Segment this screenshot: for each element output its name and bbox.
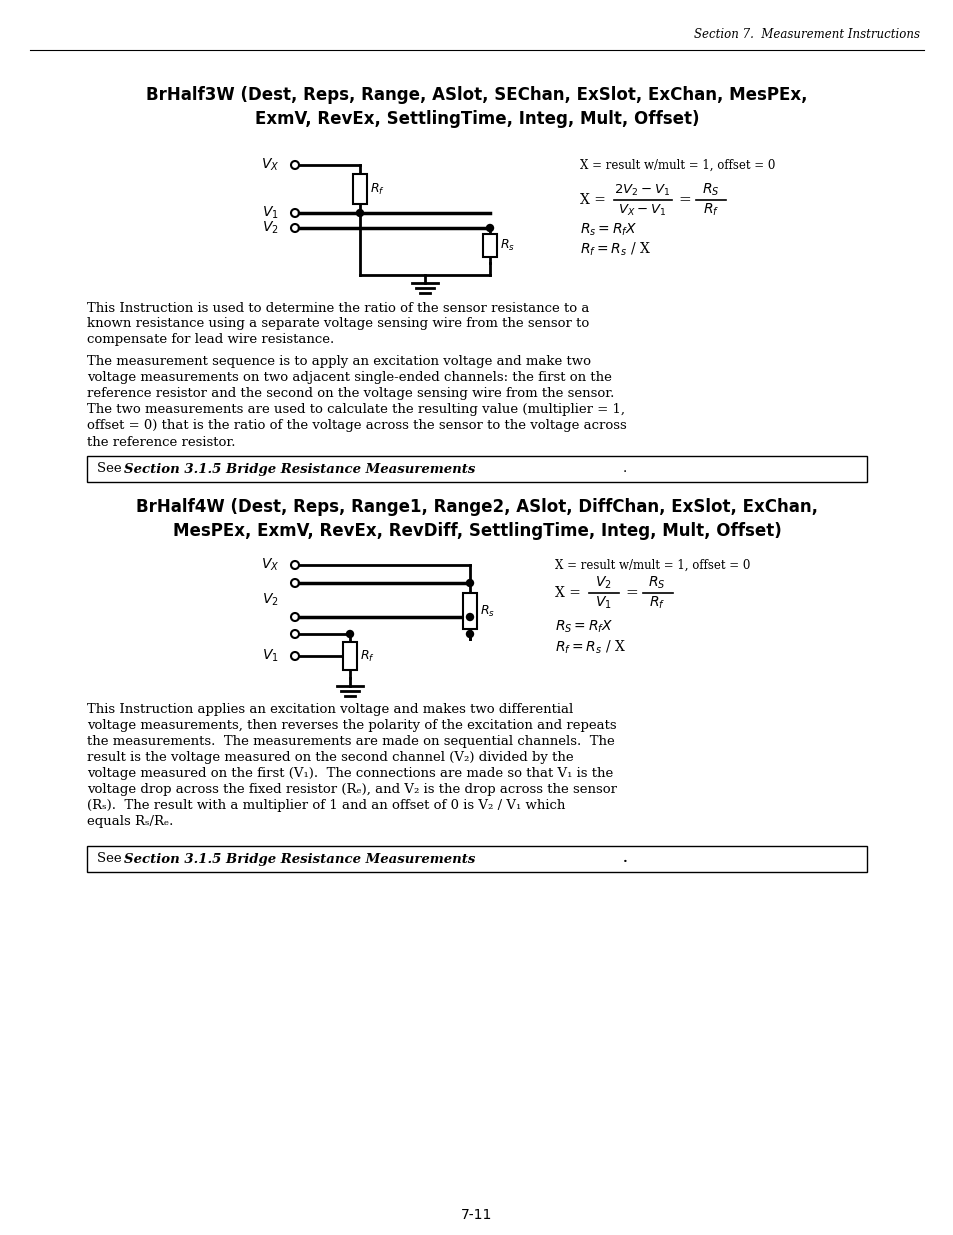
Text: =: = [624, 585, 638, 600]
Circle shape [346, 631, 354, 637]
Text: compensate for lead wire resistance.: compensate for lead wire resistance. [87, 333, 334, 347]
Text: $V_1$: $V_1$ [262, 205, 278, 221]
Text: voltage measurements on two adjacent single-ended channels: the first on the: voltage measurements on two adjacent sin… [87, 372, 611, 384]
Text: X =: X = [579, 193, 605, 207]
Text: $R_f = R_s$ / X: $R_f = R_s$ / X [555, 638, 625, 656]
Text: BrHalf3W (Dest, Reps, Range, ASlot, SEChan, ExSlot, ExChan, MesPEx,: BrHalf3W (Dest, Reps, Range, ASlot, SECh… [146, 86, 807, 104]
Text: result is the voltage measured on the second channel (V₂) divided by the: result is the voltage measured on the se… [87, 752, 573, 764]
Text: $V_2$: $V_2$ [594, 574, 611, 592]
Text: See: See [97, 852, 126, 866]
Text: $V_2$: $V_2$ [262, 592, 278, 608]
Circle shape [466, 631, 473, 637]
Text: the measurements.  The measurements are made on sequential channels.  The: the measurements. The measurements are m… [87, 736, 614, 748]
Text: X = result w/mult = 1, offset = 0: X = result w/mult = 1, offset = 0 [555, 558, 750, 572]
Bar [343, 642, 356, 671]
Text: $R_f$: $R_f$ [648, 595, 664, 611]
Bar [462, 593, 476, 629]
Text: $V_1$: $V_1$ [594, 595, 611, 611]
Bar [87, 846, 866, 872]
Text: $R_f$: $R_f$ [370, 182, 384, 196]
Text: $V_X$: $V_X$ [260, 157, 278, 173]
Text: $R_s$: $R_s$ [499, 238, 515, 253]
Circle shape [466, 614, 473, 620]
Text: Section 3.1.5 Bridge Resistance Measurements: Section 3.1.5 Bridge Resistance Measurem… [124, 462, 475, 475]
Bar [87, 456, 866, 482]
Text: $R_s$: $R_s$ [479, 604, 495, 619]
Text: $R_S$: $R_S$ [701, 182, 719, 198]
Circle shape [486, 225, 493, 231]
Bar [482, 235, 497, 257]
Text: .: . [622, 462, 626, 475]
Text: the reference resistor.: the reference resistor. [87, 436, 235, 448]
Text: 7-11: 7-11 [461, 1208, 492, 1221]
Text: voltage measurements, then reverses the polarity of the excitation and repeats: voltage measurements, then reverses the … [87, 720, 616, 732]
Text: The measurement sequence is to apply an excitation voltage and make two: The measurement sequence is to apply an … [87, 356, 590, 368]
Text: $R_S$: $R_S$ [647, 574, 665, 592]
Text: BrHalf4W (Dest, Reps, Range1, Range2, ASlot, DiffChan, ExSlot, ExChan,: BrHalf4W (Dest, Reps, Range1, Range2, AS… [136, 498, 817, 516]
Text: The two measurements are used to calculate the resulting value (multiplier = 1,: The two measurements are used to calcula… [87, 404, 624, 416]
Text: .: . [622, 852, 627, 866]
Text: known resistance using a separate voltage sensing wire from the sensor to: known resistance using a separate voltag… [87, 317, 589, 331]
Text: X =: X = [555, 585, 580, 600]
Text: equals Rₛ/Rₑ.: equals Rₛ/Rₑ. [87, 815, 173, 829]
Text: offset = 0) that is the ratio of the voltage across the sensor to the voltage ac: offset = 0) that is the ratio of the vol… [87, 420, 626, 432]
Text: $R_f$: $R_f$ [359, 648, 375, 663]
Text: =: = [678, 193, 690, 207]
Text: $V_2$: $V_2$ [262, 220, 278, 236]
Text: Section 3.1.5 Bridge Resistance Measurements: Section 3.1.5 Bridge Resistance Measurem… [124, 852, 475, 866]
Text: $R_s = R_f X$: $R_s = R_f X$ [579, 222, 637, 238]
Text: This Instruction applies an excitation voltage and makes two differential: This Instruction applies an excitation v… [87, 704, 573, 716]
Text: Section 7.  Measurement Instructions: Section 7. Measurement Instructions [693, 28, 919, 42]
Text: X = result w/mult = 1, offset = 0: X = result w/mult = 1, offset = 0 [579, 158, 775, 172]
Text: $V_X - V_1$: $V_X - V_1$ [618, 203, 665, 217]
Circle shape [356, 210, 363, 216]
Text: $V_1$: $V_1$ [262, 648, 278, 664]
Text: $R_f$: $R_f$ [702, 201, 719, 219]
Text: See: See [97, 462, 126, 475]
Text: $V_X$: $V_X$ [260, 557, 278, 573]
Text: MesPEx, ExmV, RevEx, RevDiff, SettlingTime, Integ, Mult, Offset): MesPEx, ExmV, RevEx, RevDiff, SettlingTi… [172, 522, 781, 540]
Text: voltage drop across the fixed resistor (Rₑ), and V₂ is the drop across the senso: voltage drop across the fixed resistor (… [87, 783, 617, 797]
Text: reference resistor and the second on the voltage sensing wire from the sensor.: reference resistor and the second on the… [87, 388, 614, 400]
Text: ExmV, RevEx, SettlingTime, Integ, Mult, Offset): ExmV, RevEx, SettlingTime, Integ, Mult, … [254, 110, 699, 128]
Text: voltage measured on the first (V₁).  The connections are made so that V₁ is the: voltage measured on the first (V₁). The … [87, 767, 613, 781]
Text: This Instruction is used to determine the ratio of the sensor resistance to a: This Instruction is used to determine th… [87, 301, 589, 315]
Bar [353, 174, 367, 204]
Circle shape [466, 579, 473, 587]
Text: $R_f = R_s$ / X: $R_f = R_s$ / X [579, 241, 650, 258]
Text: $2V_2 - V_1$: $2V_2 - V_1$ [614, 183, 669, 198]
Text: $R_S = R_f X$: $R_S = R_f X$ [555, 619, 613, 635]
Text: (Rₛ).  The result with a multiplier of 1 and an offset of 0 is V₂ / V₁ which: (Rₛ). The result with a multiplier of 1 … [87, 799, 565, 813]
